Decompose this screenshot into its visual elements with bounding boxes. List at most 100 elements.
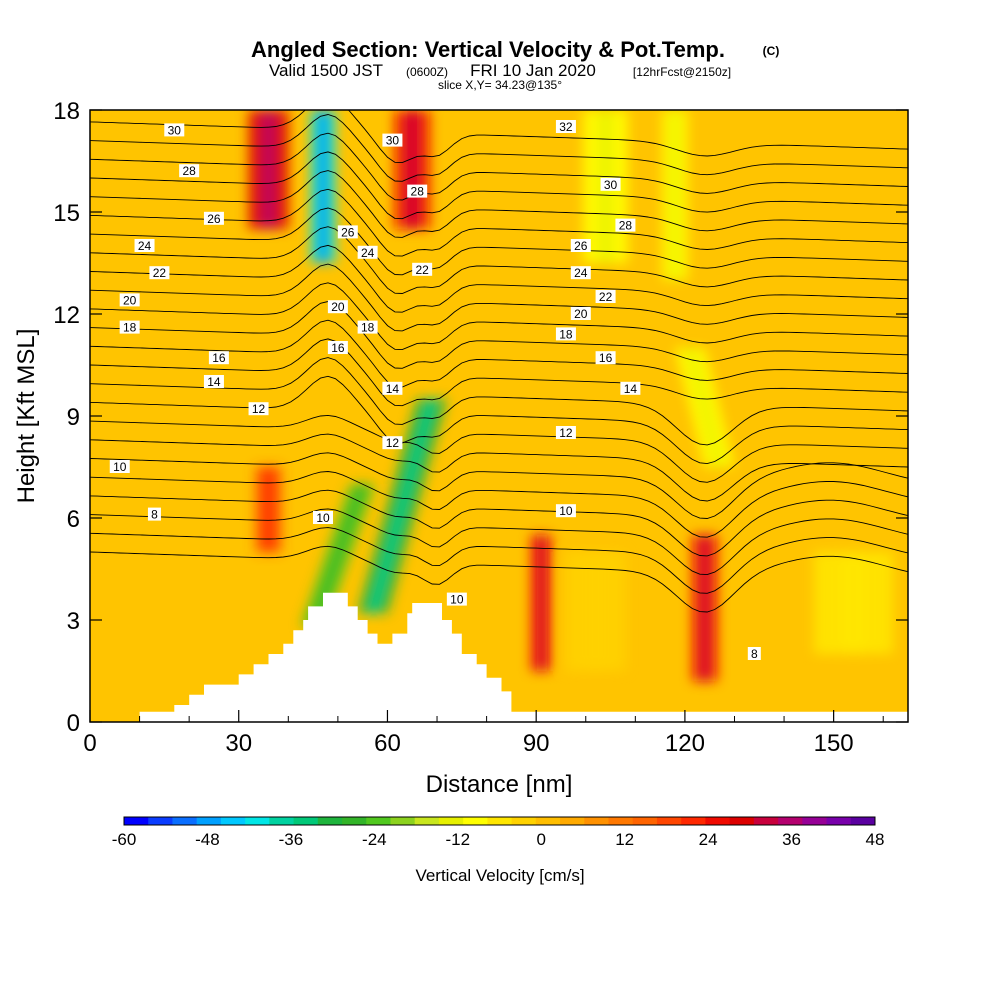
velocity-feature-core [538,535,545,671]
colorbar-label: Vertical Velocity [cm/s] [415,866,584,885]
colorbar: -60 -48 -36 -24 -12 0 12 24 36 48 [112,816,885,849]
chart-title: Angled Section: Vertical Velocity & Pot.… [251,37,725,62]
contour-label: 14 [203,375,224,389]
contour-label: 18 [555,327,576,341]
contour-label: 16 [595,351,616,365]
isentrope-line [90,338,908,407]
svg-text:14: 14 [386,382,400,396]
isentrope-line [90,226,908,294]
isentrope-line [90,301,908,369]
contour-label: 30 [382,133,403,148]
contour-label: 28 [615,218,636,233]
colorbar-segment [148,817,173,825]
valid-date: FRI 10 Jan 2020 [470,61,596,80]
valid-utc: (0600Z) [406,65,448,79]
svg-text:26: 26 [574,239,588,253]
svg-text:12: 12 [386,436,400,450]
isentrope-line [90,151,908,220]
colorbar-tick-label: 48 [866,830,885,849]
x-axis: 0 30 60 90 120 150 [83,710,884,757]
isentrope-lines [90,110,908,613]
colorbar-segment [245,817,270,825]
svg-text:10: 10 [450,593,464,607]
isentrope-line [90,471,908,538]
contour-label: 18 [357,320,378,335]
y-tick-label: 3 [67,608,80,635]
x-tick-label: 150 [814,730,854,757]
colorbar-segment [826,817,852,825]
isentrope-line [90,132,908,201]
slice-info: slice X,Y= 34.23@135° [438,78,562,92]
x-tick-label: 0 [83,730,96,757]
svg-text:12: 12 [559,426,573,440]
colorbar-segment [269,817,295,825]
isentrope-line [90,114,908,182]
svg-text:22: 22 [153,266,167,280]
colorbar-segment [196,817,222,825]
contour-label: 32 [555,120,576,134]
contour-label: 10 [446,592,467,607]
isentrope-line [90,452,908,519]
isentrope-line [90,170,908,238]
colorbar-tick-label: -36 [279,830,304,849]
isentrope-line [90,508,908,576]
colorbar-segment [778,817,803,825]
y-tick-label: 15 [53,200,80,227]
svg-text:12: 12 [252,402,266,416]
colorbar-segment [608,817,634,825]
x-tick-label: 120 [665,730,705,757]
velocity-feature-core [841,552,866,654]
svg-text:18: 18 [559,327,573,341]
isentrope-line [90,489,908,557]
svg-text:28: 28 [182,164,196,178]
colorbar-segment [172,817,198,825]
contour-label: 26 [203,211,224,226]
contour-label: 24 [134,239,155,253]
colorbar-segment [414,817,440,825]
isentrope-line [90,414,908,483]
colorbar-segment [438,817,464,825]
velocity-feature-core [586,552,605,671]
isentrope-line [90,433,908,502]
velocity-feature-core [309,484,367,627]
forecast-info: [12hrFcst@2150z] [633,65,731,79]
svg-text:20: 20 [123,293,137,307]
contour-label: 14 [382,381,403,396]
isentrope-line [90,188,908,257]
contour-label: 22 [149,266,170,280]
y-tick-label: 18 [53,98,80,125]
svg-text:14: 14 [207,375,221,389]
contour-label: 10 [109,460,130,474]
contour-label: 28 [179,164,200,178]
contour-labels: 3028262422201816141210830282624222018161… [109,120,761,661]
svg-text:30: 30 [168,123,182,137]
colorbar-segment [560,817,585,825]
velocity-feature-core [368,399,437,614]
isentrope-line [90,319,908,388]
contour-label: 12 [248,402,269,416]
chart-title-mark: (C) [763,44,780,58]
contour-label: 18 [119,320,140,335]
svg-text:30: 30 [386,134,400,148]
contour-label: 12 [382,436,403,450]
y-axis: 0 3 6 9 12 15 18 [53,98,908,737]
isentrope-line [90,207,908,276]
svg-text:26: 26 [341,225,355,239]
colorbar-segment [681,817,706,825]
svg-text:10: 10 [559,504,573,518]
contour-label: 10 [313,511,334,525]
contour-label: 20 [327,300,348,314]
contour-label: 20 [119,293,140,307]
contour-label: 12 [555,426,576,440]
x-tick-label: 90 [523,730,550,757]
svg-text:28: 28 [411,185,425,199]
colorbar-segment [511,817,537,825]
svg-text:18: 18 [361,321,375,335]
svg-text:16: 16 [331,341,345,355]
colorbar-segment [729,817,755,825]
valid-time: Valid 1500 JST [269,61,383,80]
contour-label: 22 [595,290,616,304]
colorbar-segment [293,817,319,825]
